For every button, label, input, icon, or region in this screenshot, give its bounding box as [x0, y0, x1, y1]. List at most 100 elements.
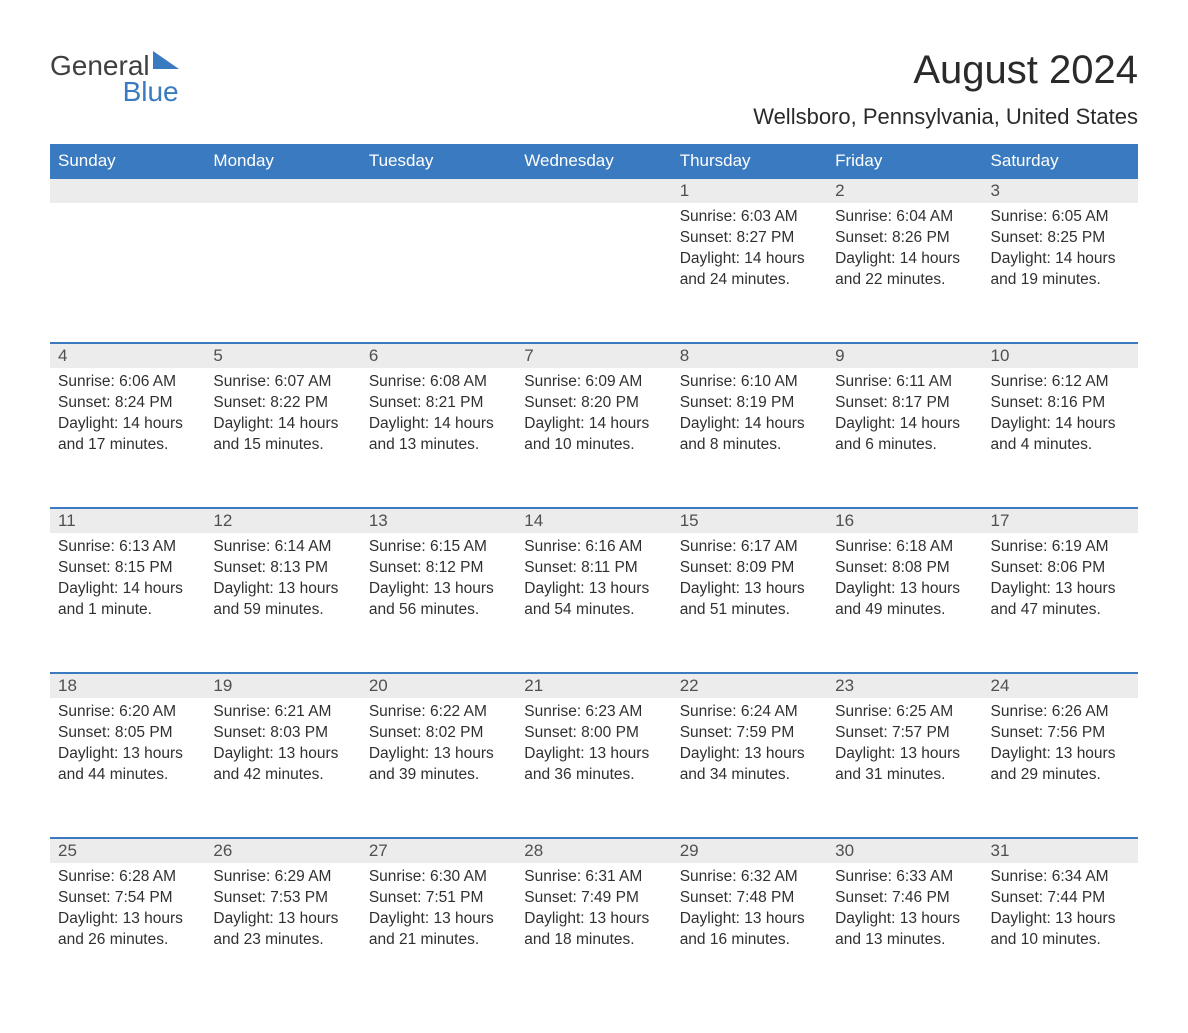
day-details: Sunrise: 6:25 AMSunset: 7:57 PMDaylight:…: [827, 698, 982, 796]
daylight-line: Daylight: 14 hours and 17 minutes.: [58, 414, 197, 456]
sunset-line: Sunset: 8:08 PM: [835, 558, 974, 579]
day-cell: Sunrise: 6:03 AMSunset: 8:27 PMDaylight:…: [672, 203, 827, 343]
daylight-line: Daylight: 13 hours and 23 minutes.: [213, 909, 352, 951]
day-details: Sunrise: 6:34 AMSunset: 7:44 PMDaylight:…: [983, 863, 1138, 961]
day-details: Sunrise: 6:13 AMSunset: 8:15 PMDaylight:…: [50, 533, 205, 631]
day-number: 20: [361, 673, 516, 698]
sunrise-line: Sunrise: 6:29 AM: [213, 867, 352, 888]
sunset-line: Sunset: 8:20 PM: [524, 393, 663, 414]
sunset-line: Sunset: 7:54 PM: [58, 888, 197, 909]
daylight-line: Daylight: 13 hours and 29 minutes.: [991, 744, 1130, 786]
day-cell: Sunrise: 6:29 AMSunset: 7:53 PMDaylight:…: [205, 863, 360, 1003]
day-details: Sunrise: 6:05 AMSunset: 8:25 PMDaylight:…: [983, 203, 1138, 301]
daylight-line: Daylight: 13 hours and 10 minutes.: [991, 909, 1130, 951]
day-number: 7: [516, 343, 671, 368]
day-cell: Sunrise: 6:22 AMSunset: 8:02 PMDaylight:…: [361, 698, 516, 838]
weekday-header: Tuesday: [361, 145, 516, 179]
daylight-line: Daylight: 13 hours and 54 minutes.: [524, 579, 663, 621]
sunset-line: Sunset: 8:17 PM: [835, 393, 974, 414]
daylight-line: Daylight: 13 hours and 34 minutes.: [680, 744, 819, 786]
daylight-line: Daylight: 13 hours and 42 minutes.: [213, 744, 352, 786]
day-cell: Sunrise: 6:20 AMSunset: 8:05 PMDaylight:…: [50, 698, 205, 838]
day-number: 2: [827, 178, 982, 203]
empty-daynum: [361, 178, 516, 203]
day-cell: Sunrise: 6:34 AMSunset: 7:44 PMDaylight:…: [983, 863, 1138, 1003]
sunset-line: Sunset: 8:05 PM: [58, 723, 197, 744]
sunrise-line: Sunrise: 6:06 AM: [58, 372, 197, 393]
sunrise-line: Sunrise: 6:31 AM: [524, 867, 663, 888]
daylight-line: Daylight: 13 hours and 44 minutes.: [58, 744, 197, 786]
day-number-row: 11121314151617: [50, 508, 1138, 533]
day-number: 24: [983, 673, 1138, 698]
day-content-row: Sunrise: 6:20 AMSunset: 8:05 PMDaylight:…: [50, 698, 1138, 838]
sunset-line: Sunset: 8:15 PM: [58, 558, 197, 579]
day-number: 13: [361, 508, 516, 533]
day-details: Sunrise: 6:14 AMSunset: 8:13 PMDaylight:…: [205, 533, 360, 631]
sunrise-line: Sunrise: 6:12 AM: [991, 372, 1130, 393]
weekday-header: Wednesday: [516, 145, 671, 179]
sunrise-line: Sunrise: 6:04 AM: [835, 207, 974, 228]
day-number: 22: [672, 673, 827, 698]
day-cell: Sunrise: 6:16 AMSunset: 8:11 PMDaylight:…: [516, 533, 671, 673]
empty-daynum: [205, 178, 360, 203]
day-cell: Sunrise: 6:26 AMSunset: 7:56 PMDaylight:…: [983, 698, 1138, 838]
day-number: 18: [50, 673, 205, 698]
sunset-line: Sunset: 7:48 PM: [680, 888, 819, 909]
day-cell: Sunrise: 6:25 AMSunset: 7:57 PMDaylight:…: [827, 698, 982, 838]
sunset-line: Sunset: 7:49 PM: [524, 888, 663, 909]
day-number: 16: [827, 508, 982, 533]
day-cell: Sunrise: 6:21 AMSunset: 8:03 PMDaylight:…: [205, 698, 360, 838]
day-cell: Sunrise: 6:23 AMSunset: 8:00 PMDaylight:…: [516, 698, 671, 838]
sunset-line: Sunset: 8:00 PM: [524, 723, 663, 744]
day-details: Sunrise: 6:33 AMSunset: 7:46 PMDaylight:…: [827, 863, 982, 961]
day-content-row: Sunrise: 6:28 AMSunset: 7:54 PMDaylight:…: [50, 863, 1138, 1003]
empty-cell: [50, 203, 205, 343]
day-cell: Sunrise: 6:28 AMSunset: 7:54 PMDaylight:…: [50, 863, 205, 1003]
day-details: Sunrise: 6:32 AMSunset: 7:48 PMDaylight:…: [672, 863, 827, 961]
day-number: 15: [672, 508, 827, 533]
day-cell: Sunrise: 6:24 AMSunset: 7:59 PMDaylight:…: [672, 698, 827, 838]
day-number-row: 45678910: [50, 343, 1138, 368]
day-cell: Sunrise: 6:18 AMSunset: 8:08 PMDaylight:…: [827, 533, 982, 673]
month-title: August 2024: [753, 50, 1138, 90]
sunrise-line: Sunrise: 6:18 AM: [835, 537, 974, 558]
day-number: 19: [205, 673, 360, 698]
sunset-line: Sunset: 7:56 PM: [991, 723, 1130, 744]
daylight-line: Daylight: 13 hours and 49 minutes.: [835, 579, 974, 621]
sunrise-line: Sunrise: 6:05 AM: [991, 207, 1130, 228]
day-number: 1: [672, 178, 827, 203]
day-details: Sunrise: 6:06 AMSunset: 8:24 PMDaylight:…: [50, 368, 205, 466]
daylight-line: Daylight: 13 hours and 36 minutes.: [524, 744, 663, 786]
day-cell: Sunrise: 6:13 AMSunset: 8:15 PMDaylight:…: [50, 533, 205, 673]
day-details: Sunrise: 6:16 AMSunset: 8:11 PMDaylight:…: [516, 533, 671, 631]
day-details: Sunrise: 6:19 AMSunset: 8:06 PMDaylight:…: [983, 533, 1138, 631]
sunrise-line: Sunrise: 6:26 AM: [991, 702, 1130, 723]
daylight-line: Daylight: 14 hours and 8 minutes.: [680, 414, 819, 456]
sunset-line: Sunset: 8:12 PM: [369, 558, 508, 579]
day-number: 5: [205, 343, 360, 368]
sunrise-line: Sunrise: 6:14 AM: [213, 537, 352, 558]
header-row: General Blue August 2024 Wellsboro, Penn…: [50, 50, 1138, 130]
daylight-line: Daylight: 13 hours and 18 minutes.: [524, 909, 663, 951]
sunrise-line: Sunrise: 6:34 AM: [991, 867, 1130, 888]
day-number: 14: [516, 508, 671, 533]
sunset-line: Sunset: 7:46 PM: [835, 888, 974, 909]
sunrise-line: Sunrise: 6:20 AM: [58, 702, 197, 723]
sunset-line: Sunset: 8:09 PM: [680, 558, 819, 579]
day-details: Sunrise: 6:11 AMSunset: 8:17 PMDaylight:…: [827, 368, 982, 466]
day-cell: Sunrise: 6:06 AMSunset: 8:24 PMDaylight:…: [50, 368, 205, 508]
day-details: Sunrise: 6:31 AMSunset: 7:49 PMDaylight:…: [516, 863, 671, 961]
sunset-line: Sunset: 8:11 PM: [524, 558, 663, 579]
sunset-line: Sunset: 7:51 PM: [369, 888, 508, 909]
day-cell: Sunrise: 6:15 AMSunset: 8:12 PMDaylight:…: [361, 533, 516, 673]
sunrise-line: Sunrise: 6:11 AM: [835, 372, 974, 393]
sunset-line: Sunset: 7:53 PM: [213, 888, 352, 909]
day-details: Sunrise: 6:24 AMSunset: 7:59 PMDaylight:…: [672, 698, 827, 796]
day-cell: Sunrise: 6:10 AMSunset: 8:19 PMDaylight:…: [672, 368, 827, 508]
day-cell: Sunrise: 6:12 AMSunset: 8:16 PMDaylight:…: [983, 368, 1138, 508]
day-content-row: Sunrise: 6:13 AMSunset: 8:15 PMDaylight:…: [50, 533, 1138, 673]
sunset-line: Sunset: 7:57 PM: [835, 723, 974, 744]
sunset-line: Sunset: 7:59 PM: [680, 723, 819, 744]
day-number: 31: [983, 838, 1138, 863]
day-details: Sunrise: 6:17 AMSunset: 8:09 PMDaylight:…: [672, 533, 827, 631]
